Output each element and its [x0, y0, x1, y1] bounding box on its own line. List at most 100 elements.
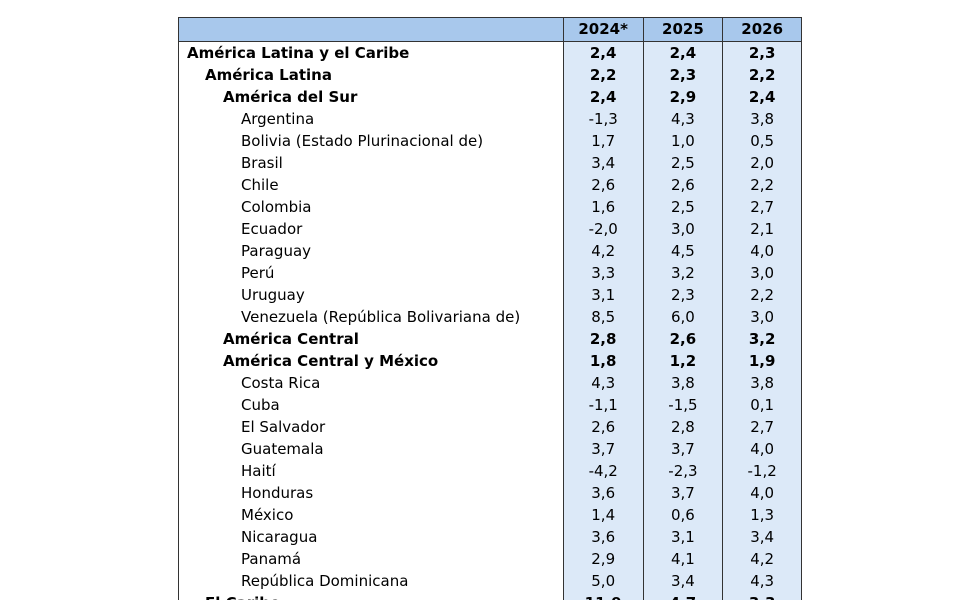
table-row: Uruguay 3,1 2,3 2,2 — [179, 284, 801, 306]
header-cell: 2024* — [562, 18, 643, 41]
value-cell: 2,6 — [562, 416, 643, 438]
value-cell: 3,0 — [722, 262, 801, 284]
value-cell: 4,3 — [722, 570, 801, 592]
value-cell: -1,2 — [722, 460, 801, 482]
table-row: Venezuela (República Bolivariana de) 8,5 6… — [179, 306, 801, 328]
table-row: Costa Rica 4,3 3,8 3,8 — [179, 372, 801, 394]
value-cell: 3,0 — [642, 218, 723, 240]
value-cell: 3,8 — [722, 108, 801, 130]
table-row: República Dominicana 5,0 3,4 4,3 — [179, 570, 801, 592]
value-cell: 4,0 — [722, 438, 801, 460]
value-cell: 2,3 — [722, 42, 802, 64]
table-row: Perú 3,3 3,2 3,0 — [179, 262, 801, 284]
row-label: Costa Rica — [241, 374, 321, 392]
table-row: América Central y México 1,8 1,2 1,9 — [179, 350, 801, 372]
table-row: América Latina 2,2 2,3 2,2 — [179, 64, 801, 86]
value-cell: 3,3 — [562, 262, 643, 284]
value-cell: 3,6 — [562, 526, 643, 548]
value-cell: 3,0 — [722, 306, 801, 328]
value-cell: -2,3 — [642, 460, 723, 482]
value-cell: 2,5 — [642, 152, 723, 174]
value-cell: 2,6 — [642, 174, 723, 196]
value-cell: 3,8 — [642, 372, 723, 394]
value-cell: 2,0 — [722, 152, 801, 174]
value-cell: 6,0 — [642, 306, 723, 328]
value-cell: 4,3 — [642, 108, 723, 130]
row-label: Guatemala — [241, 440, 324, 458]
value-cell: 3,6 — [562, 482, 643, 504]
value-cell: 4,1 — [642, 548, 723, 570]
value-cell: 3,1 — [642, 526, 723, 548]
table-row: Cuba -1,1 -1,5 0,1 — [179, 394, 801, 416]
row-label: Colombia — [241, 198, 312, 216]
value-cell: 4,0 — [722, 240, 801, 262]
row-label: México — [241, 506, 294, 524]
row-label: América Latina y el Caribe — [187, 44, 410, 62]
row-label: Uruguay — [241, 286, 305, 304]
value-cell: 3,4 — [722, 526, 801, 548]
table-row: Panamá 2,9 4,1 4,2 — [179, 548, 801, 570]
value-cell: 2,2 — [722, 64, 801, 86]
row-label: Panamá — [241, 550, 302, 568]
table-row: América Latina y el Caribe 2,4 2,4 2,3 — [179, 42, 802, 64]
value-cell: -2,0 — [562, 218, 643, 240]
value-cell: 4,7 — [642, 592, 723, 600]
row-label: Honduras — [241, 484, 314, 502]
table-row: Brasil 3,4 2,5 2,0 — [179, 152, 801, 174]
value-cell: 2,2 — [722, 284, 801, 306]
value-cell: 4,5 — [642, 240, 723, 262]
row-label: Cuba — [241, 396, 280, 414]
table-row: Nicaragua 3,6 3,1 3,4 — [179, 526, 801, 548]
value-cell: -1,1 — [562, 394, 643, 416]
row-label: Brasil — [241, 154, 283, 172]
table-row: América del Sur 2,4 2,9 2,4 — [179, 86, 801, 108]
row-label: América Central — [223, 330, 359, 348]
row-label: El Salvador — [241, 418, 326, 436]
row-label: Perú — [241, 264, 275, 282]
table-row: Ecuador -2,0 3,0 2,1 — [179, 218, 801, 240]
value-cell: 2,6 — [562, 174, 643, 196]
value-cell: 5,0 — [562, 570, 643, 592]
data-table: 2024* 2025 2026 América Latina y el Cari… — [178, 17, 802, 600]
value-cell: 1,4 — [562, 504, 643, 526]
table-row: Colombia 1,6 2,5 2,7 — [179, 196, 801, 218]
value-cell: 2,4 — [562, 86, 643, 108]
value-cell: 2,4 — [642, 42, 723, 64]
row-label: República Dominicana — [241, 572, 409, 590]
value-cell: 8,5 — [562, 306, 643, 328]
row-label: Venezuela (República Bolivariana de) — [241, 308, 521, 326]
value-cell: 3,4 — [642, 570, 723, 592]
value-cell: -1,3 — [562, 108, 643, 130]
value-cell: 1,7 — [562, 130, 643, 152]
row-label: América del Sur — [223, 88, 358, 106]
value-cell: 3,3 — [722, 592, 801, 600]
table-row: El Caribe11,94,73,3 — [179, 592, 801, 600]
table-row: Honduras 3,6 3,7 4,0 — [179, 482, 801, 504]
value-cell: 11,9 — [562, 592, 643, 600]
table-row: El Salvador 2,6 2,8 2,7 — [179, 416, 801, 438]
value-cell: -1,5 — [642, 394, 723, 416]
value-cell: 2,1 — [722, 218, 801, 240]
value-cell: 1,9 — [722, 350, 801, 372]
row-label: Nicaragua — [241, 528, 318, 546]
value-cell: 3,7 — [642, 438, 723, 460]
value-cell: 2,7 — [722, 416, 801, 438]
table-row: Guatemala 3,7 3,7 4,0 — [179, 438, 801, 460]
value-cell: 0,6 — [642, 504, 723, 526]
value-cell: 2,7 — [722, 196, 801, 218]
value-cell: 3,8 — [722, 372, 801, 394]
header-blank — [179, 18, 563, 41]
value-cell: 1,0 — [642, 130, 723, 152]
value-cell: 1,6 — [562, 196, 643, 218]
value-cell: 2,8 — [642, 416, 723, 438]
value-cell: 2,2 — [722, 174, 801, 196]
value-cell: 2,2 — [562, 64, 643, 86]
table-row: Paraguay 4,2 4,5 4,0 — [179, 240, 801, 262]
value-cell: 2,6 — [642, 328, 723, 350]
row-label: Paraguay — [241, 242, 312, 260]
row-label: América Central y México — [223, 352, 439, 370]
row-label: Chile — [241, 176, 279, 194]
value-cell: 1,3 — [722, 504, 801, 526]
row-label: América Latina — [205, 66, 332, 84]
